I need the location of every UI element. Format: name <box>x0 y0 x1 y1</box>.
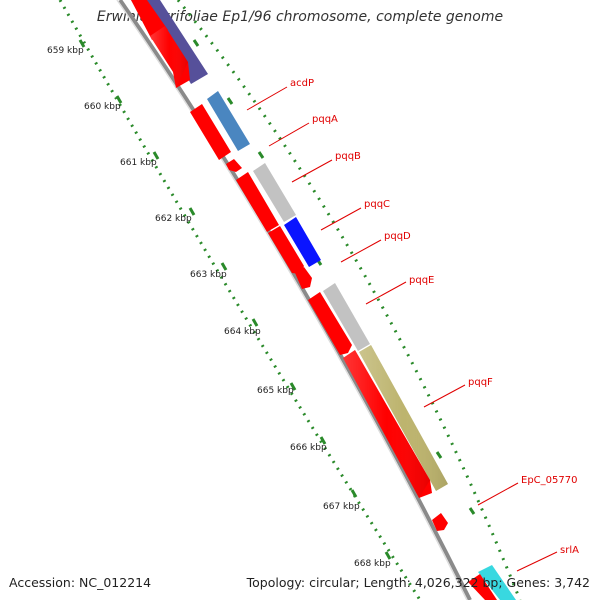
tick-label: 666 kbp <box>290 443 327 453</box>
gene-label-pqqf: pqqF <box>468 377 493 388</box>
genome-backbone-highlight <box>116 0 468 600</box>
tick-label: 668 kbp <box>354 559 391 569</box>
scale-ruler <box>58 0 422 600</box>
cds-arrow-pqqd <box>295 267 312 289</box>
tick-label: 660 kbp <box>84 102 121 112</box>
gene-label-pqqa: pqqA <box>312 114 338 125</box>
scale-ticks <box>78 39 392 560</box>
tick-label: 665 kbp <box>257 386 294 396</box>
scale-tick-labels: 659 kbp 660 kbp 661 kbp 662 kbp 663 kbp … <box>47 46 391 569</box>
cds-arrow-pqqb <box>236 172 279 232</box>
cds-arrow-pqqb-small <box>226 159 242 172</box>
label-leader-lines <box>246 86 558 572</box>
cog-feature-gray-pqqe <box>323 283 370 351</box>
tick-label: 664 kbp <box>224 327 261 337</box>
cds-arrow-pqqa-region <box>190 104 231 160</box>
gene-label-srla: srlA <box>560 545 579 556</box>
tick-label: 667 kbp <box>323 502 360 512</box>
tick-label: 662 kbp <box>155 214 192 224</box>
cds-arrow <box>131 0 168 40</box>
topology-text: Topology: circular; Length: 4,026,322 bp… <box>246 575 590 590</box>
cds-arrow-pqqe <box>308 292 352 355</box>
genome-backbone <box>118 0 472 600</box>
cds-arrow-pqqc <box>268 226 304 274</box>
gene-label-pqqd: pqqD <box>384 231 411 242</box>
accession-text: Accession: NC_012214 <box>9 575 152 590</box>
gene-label-pqqc: pqqC <box>364 199 390 210</box>
cog-feature-steelblue <box>207 91 250 151</box>
tick-label: 661 kbp <box>120 158 157 168</box>
tick-label: 659 kbp <box>47 46 84 56</box>
gene-label-acdp: acdP <box>290 78 314 89</box>
gene-label-pqqe: pqqE <box>409 275 434 286</box>
cog-feature-cyan <box>478 565 516 600</box>
gene-label-pqqb: pqqB <box>335 151 361 162</box>
cds-arrow-epc05770 <box>432 513 448 531</box>
gene-label-epc05770: EpC_05770 <box>521 475 577 486</box>
tick-label: 663 kbp <box>190 270 227 280</box>
cog-feature-blue <box>284 217 321 267</box>
cds-arrow-srla <box>468 574 497 600</box>
gene-labels: acdP pqqA pqqB pqqC pqqD pqqE pqqF EpC_0… <box>290 78 579 556</box>
cds-lane <box>131 0 497 600</box>
cog-feature-gray-pqqb <box>253 163 296 222</box>
bar-shading <box>150 26 448 498</box>
map-title: Erwinia pyrifoliae Ep1/96 chromosome, co… <box>96 9 504 25</box>
